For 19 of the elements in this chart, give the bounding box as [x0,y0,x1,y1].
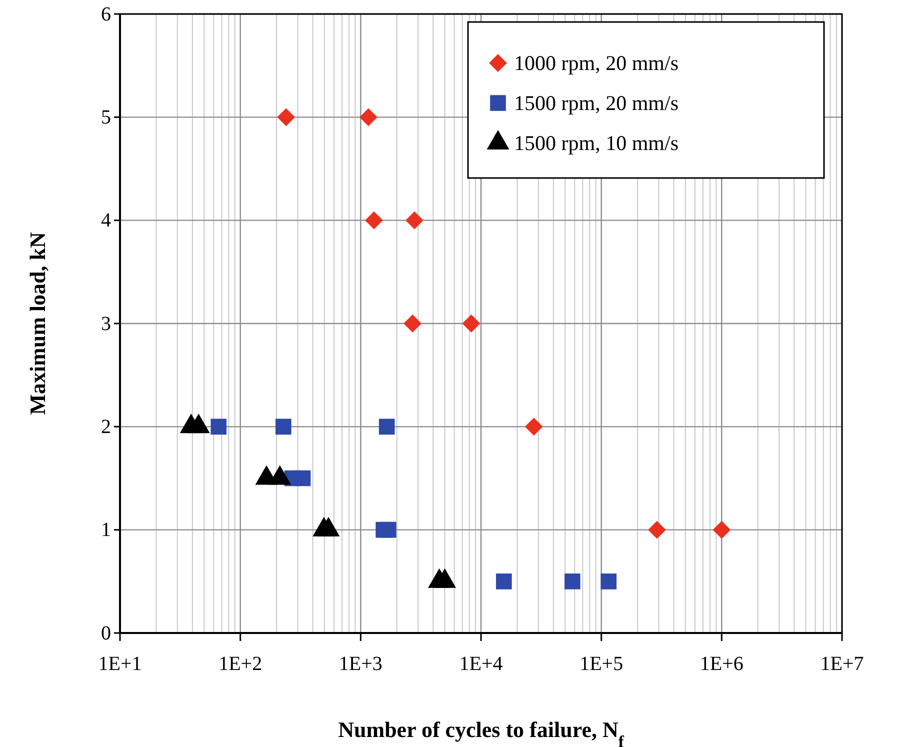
x-tick-label: 1E+3 [338,653,382,675]
legend-label: 1500 rpm, 20 mm/s [514,91,679,115]
x-tick-label: 1E+7 [820,653,864,675]
x-tick-label: 1E+5 [580,653,624,675]
y-tick-label: 4 [101,210,111,232]
y-tick-label: 3 [101,312,111,335]
legend-label: 1000 rpm, 20 mm/s [514,51,679,75]
y-tick-label: 5 [101,106,111,129]
y-tick-label: 6 [101,3,111,26]
x-axis-title: Number of cycles to failure, N$_{f}$ [338,717,624,747]
y-tick-label: 1 [101,519,111,542]
x-tick-label: 1E+1 [98,653,142,675]
x-tick-label: 1E+4 [459,653,503,675]
y-tick-label: 0 [101,622,111,644]
x-tick-label: 1E+6 [700,653,744,675]
y-tick-label: 2 [101,416,111,438]
y-axis-title: Maximum load, kN [25,232,50,415]
x-tick-label: 1E+2 [218,653,262,675]
legend-label: 1500 rpm, 10 mm/s [514,131,679,155]
